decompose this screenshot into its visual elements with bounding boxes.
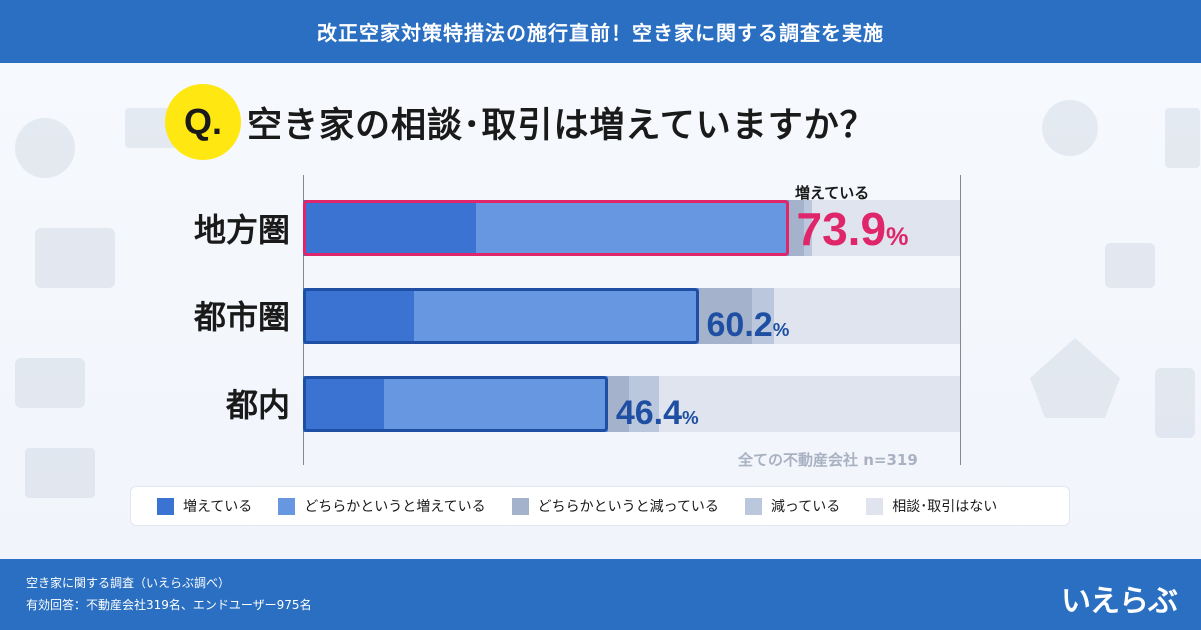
legend-swatch (866, 497, 884, 515)
bar-segment (303, 200, 476, 256)
legend-swatch (511, 497, 529, 515)
bar-row (303, 376, 960, 432)
question-heading: Q. 空き家の相談･取引は増えていますか？ (165, 84, 876, 160)
bar-segment (414, 288, 699, 344)
bar-segment (659, 376, 960, 432)
bar-segment (475, 200, 789, 256)
lock-icon (1105, 243, 1155, 288)
legend-item: 増えている (157, 496, 252, 516)
phone-icon (1155, 368, 1195, 438)
data-label: 73.9% (796, 203, 909, 255)
tools-icon (1042, 100, 1098, 156)
legend-item: 減っている (744, 496, 840, 516)
bar-segment (628, 376, 660, 432)
bar-segment (383, 376, 608, 432)
bar-segment (303, 288, 415, 344)
bar-segment (303, 376, 384, 432)
category-label: 地方圏 (193, 211, 290, 249)
category-label: 都内 (225, 386, 290, 424)
footer: 空き家に関する調査（いえらぶ調べ） 有効回答：不動産会社319名、エンドユーザー… (0, 559, 1201, 630)
bar-row (303, 288, 960, 344)
brand-logo: いえらぶ (1061, 584, 1178, 619)
source-line: 空き家に関する調査（いえらぶ調べ） (26, 576, 231, 590)
bar-segment (698, 288, 753, 344)
bar-segment (804, 200, 813, 256)
legend-item: 相談･取引はない (866, 496, 997, 516)
category-label: 都市圏 (193, 298, 290, 336)
data-label: 60.2% (706, 306, 790, 344)
respondents-line: 有効回答：不動産会社319名、エンドユーザー975名 (26, 598, 312, 612)
bar-segment (812, 200, 960, 256)
data-label: 46.4% (615, 394, 699, 432)
box-icon (1165, 108, 1200, 168)
header-banner: 改正空家対策特措法の施行直前！空き家に関する調査を実施 (0, 0, 1201, 63)
legend-swatch (157, 497, 174, 515)
header-title: 改正空家対策特措法の施行直前！空き家に関する調査を実施 (317, 21, 884, 45)
axis-line-right (960, 175, 961, 465)
bar-segment (788, 200, 805, 256)
legend-swatch (744, 497, 762, 515)
question-text: 空き家の相談･取引は増えていますか？ (247, 105, 876, 146)
bar-segment (774, 288, 960, 344)
question-badge: Q. (165, 84, 241, 160)
legend: 増えている どちらかというと増えている どちらかというと減っている 減っている … (130, 486, 1070, 526)
bar-row (303, 200, 960, 256)
card-icon (35, 228, 115, 288)
legend-swatch (278, 497, 296, 515)
bar-segment (752, 288, 775, 344)
document-icon (25, 448, 95, 498)
legend-item: どちらかというと増えている (278, 496, 486, 516)
sample-note: 全ての不動産会社 n=319 (738, 451, 918, 469)
house-icon (1030, 338, 1120, 418)
bar-segment (607, 376, 629, 432)
annotation-label: 増えている (795, 184, 870, 202)
video-icon (15, 358, 85, 408)
globe-icon (15, 118, 75, 178)
legend-item: どちらかというと減っている (511, 496, 719, 516)
